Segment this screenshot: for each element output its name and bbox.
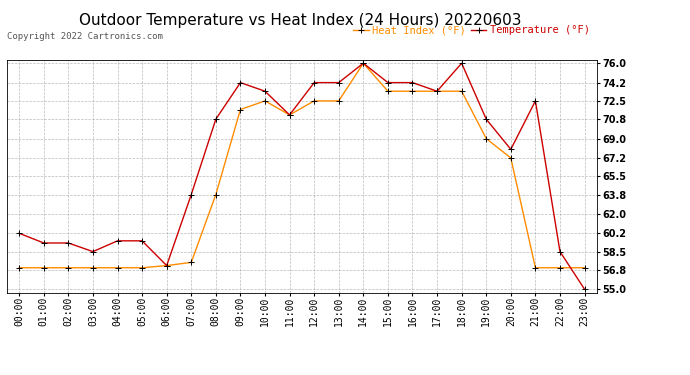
Line: Temperature (°F): Temperature (°F) — [17, 60, 587, 292]
Heat Index (°F) — [408, 89, 417, 93]
Heat Index (°F) — [212, 192, 220, 197]
Temperature (°F) — [556, 249, 564, 254]
Temperature (°F) — [506, 147, 515, 152]
Heat Index (°F) — [531, 266, 540, 270]
Heat Index (°F) — [580, 266, 589, 270]
Temperature (°F) — [163, 263, 171, 268]
Temperature (°F) — [113, 238, 121, 243]
Heat Index (°F) — [384, 89, 392, 93]
Temperature (°F) — [580, 287, 589, 291]
Temperature (°F) — [15, 231, 23, 236]
Temperature (°F) — [39, 241, 48, 245]
Heat Index (°F) — [138, 266, 146, 270]
Heat Index (°F) — [506, 156, 515, 160]
Temperature (°F) — [138, 238, 146, 243]
Heat Index (°F) — [236, 107, 244, 112]
Temperature (°F) — [384, 80, 392, 85]
Temperature (°F) — [408, 80, 417, 85]
Heat Index (°F) — [113, 266, 121, 270]
Temperature (°F) — [89, 249, 97, 254]
Heat Index (°F) — [482, 136, 491, 141]
Heat Index (°F) — [310, 99, 318, 103]
Heat Index (°F) — [335, 99, 343, 103]
Temperature (°F) — [531, 99, 540, 103]
Temperature (°F) — [482, 117, 491, 122]
Heat Index (°F) — [433, 89, 441, 93]
Heat Index (°F) — [39, 266, 48, 270]
Heat Index (°F) — [359, 61, 368, 66]
Temperature (°F) — [187, 192, 195, 197]
Temperature (°F) — [212, 117, 220, 122]
Line: Heat Index (°F): Heat Index (°F) — [17, 60, 587, 270]
Heat Index (°F) — [286, 112, 294, 117]
Heat Index (°F) — [89, 266, 97, 270]
Text: Copyright 2022 Cartronics.com: Copyright 2022 Cartronics.com — [7, 32, 163, 41]
Legend: Heat Index (°F), Temperature (°F): Heat Index (°F), Temperature (°F) — [351, 23, 591, 38]
Heat Index (°F) — [163, 263, 171, 268]
Heat Index (°F) — [187, 260, 195, 265]
Heat Index (°F) — [457, 89, 466, 93]
Temperature (°F) — [236, 80, 244, 85]
Heat Index (°F) — [15, 266, 23, 270]
Temperature (°F) — [335, 80, 343, 85]
Temperature (°F) — [433, 89, 441, 93]
Heat Index (°F) — [556, 266, 564, 270]
Text: Outdoor Temperature vs Heat Index (24 Hours) 20220603: Outdoor Temperature vs Heat Index (24 Ho… — [79, 13, 522, 28]
Heat Index (°F) — [261, 99, 269, 103]
Temperature (°F) — [286, 112, 294, 117]
Heat Index (°F) — [64, 266, 72, 270]
Temperature (°F) — [261, 89, 269, 93]
Temperature (°F) — [310, 80, 318, 85]
Temperature (°F) — [359, 61, 368, 66]
Temperature (°F) — [457, 61, 466, 66]
Temperature (°F) — [64, 241, 72, 245]
